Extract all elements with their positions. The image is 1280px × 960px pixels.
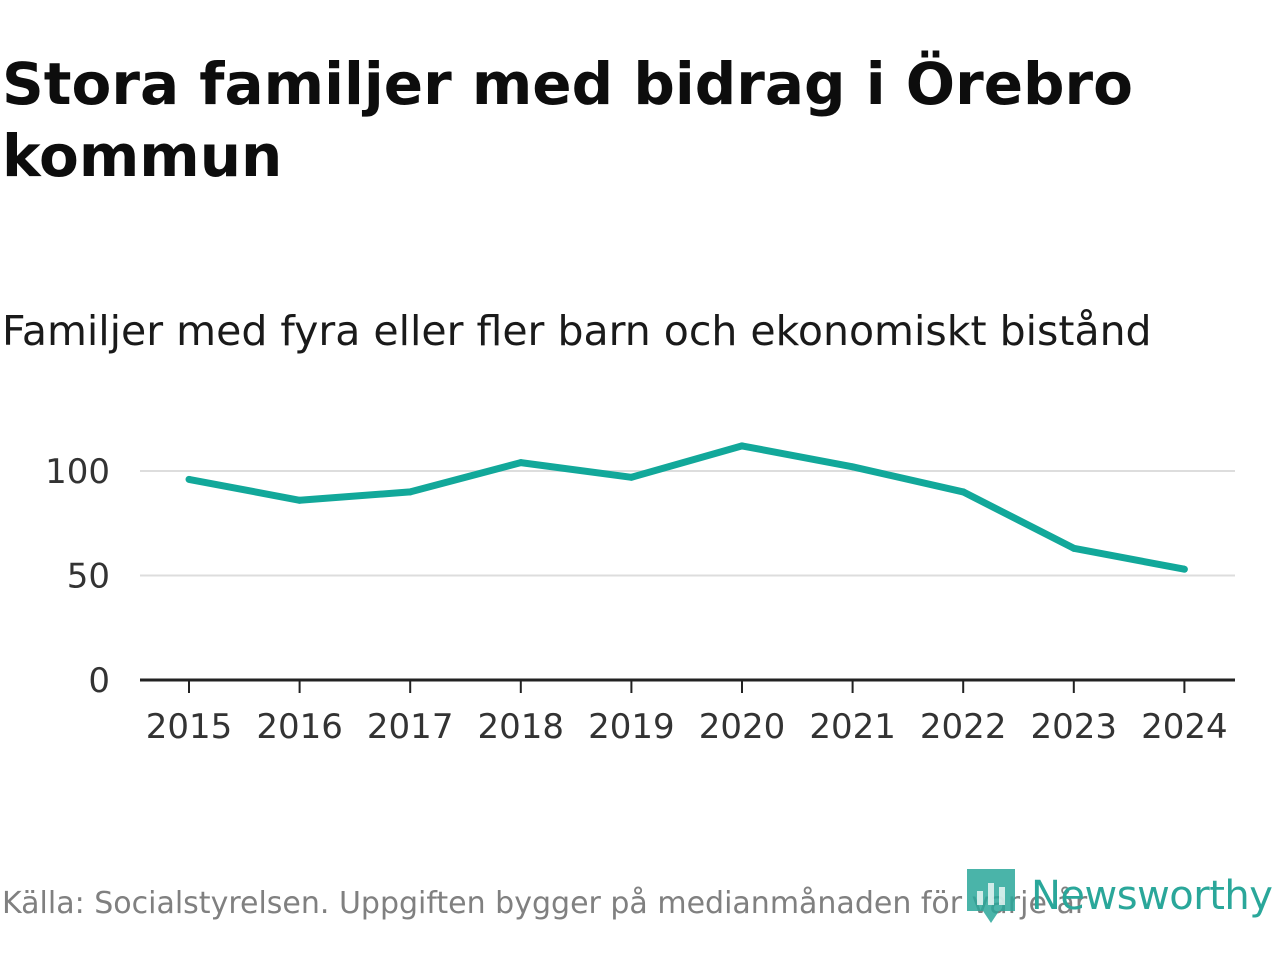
- data-point: [959, 488, 967, 496]
- data-point: [406, 488, 414, 496]
- data-point: [296, 496, 304, 504]
- data-point: [738, 442, 746, 450]
- x-tick-label: 2023: [1031, 707, 1118, 747]
- data-point: [1180, 565, 1188, 573]
- data-point: [517, 459, 525, 467]
- x-tick-label: 2018: [478, 707, 565, 747]
- series-line-0: [188, 442, 1186, 573]
- series-layer: [185, 442, 1188, 573]
- x-tick-label: 2022: [920, 707, 1007, 747]
- gridlines: [140, 470, 1235, 577]
- y-tick-label: 100: [45, 452, 110, 492]
- x-axis-tick-labels: 2015 2016 2017 2018 2019 2020 2021 2022 2023 2024: [146, 707, 1228, 747]
- y-axis-tick-labels: 0 50 100: [45, 452, 110, 701]
- x-axis: [140, 678, 1235, 693]
- data-point: [1070, 544, 1078, 552]
- chart-subtitle: Familjer med fyra eller fler barn och ek…: [2, 307, 1152, 355]
- data-point: [849, 463, 857, 471]
- y-tick-label: 50: [67, 557, 110, 597]
- x-tick-label: 2017: [367, 707, 454, 747]
- x-tick-label: 2019: [588, 707, 675, 747]
- brand-name: Newsworthy: [1031, 873, 1273, 919]
- x-tick-label: 2020: [699, 707, 786, 747]
- newsworthy-logo-icon: [967, 869, 1015, 923]
- source-note: Källa: Socialstyrelsen. Uppgiften bygger…: [2, 886, 1088, 921]
- x-tick-label: 2015: [146, 707, 233, 747]
- brand: Newsworthy: [965, 866, 1273, 926]
- chart-title: Stora familjer med bidrag i Örebro kommu…: [2, 50, 1133, 190]
- data-point: [627, 473, 635, 481]
- x-tick-label: 2016: [256, 707, 343, 747]
- x-tick-label: 2024: [1141, 707, 1228, 747]
- y-tick-label: 0: [88, 661, 110, 701]
- x-tick-label: 2021: [809, 707, 896, 747]
- data-point: [185, 475, 193, 483]
